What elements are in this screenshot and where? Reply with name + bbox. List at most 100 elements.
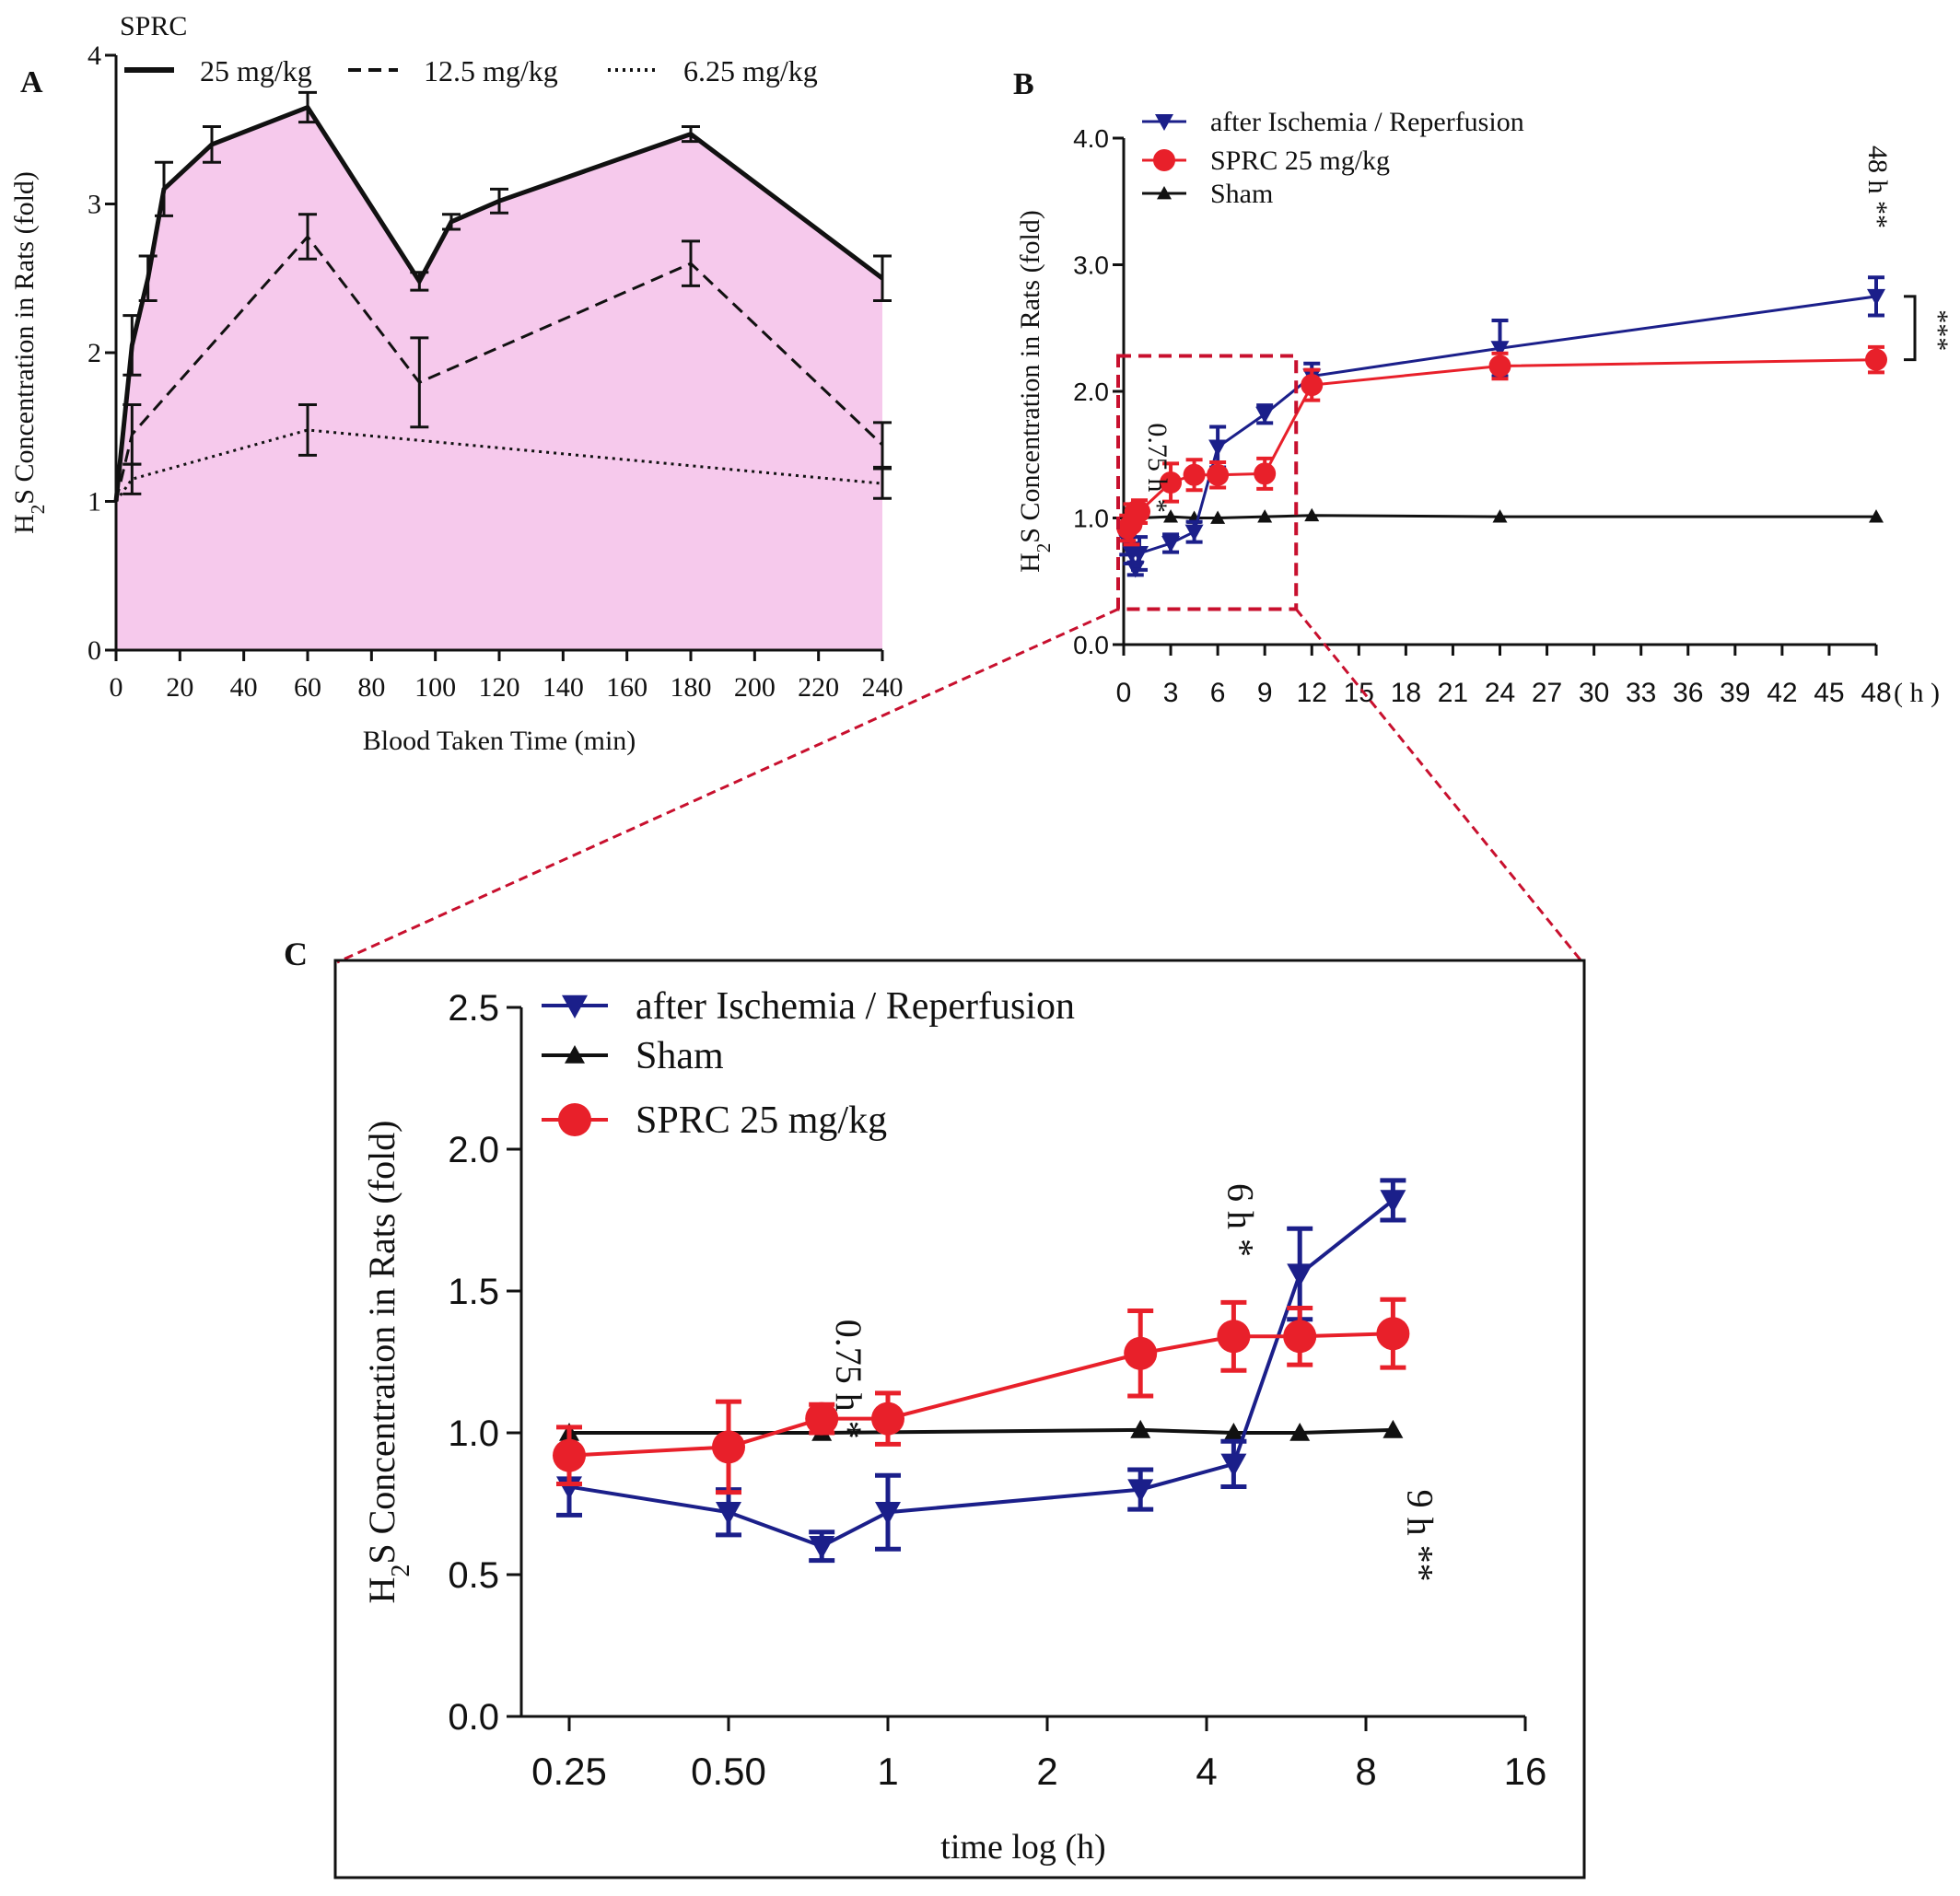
series-line-12-5-mg-kg <box>114 234 884 502</box>
x-tick-label-b: 42 <box>1767 678 1797 708</box>
data-point <box>1865 348 1887 371</box>
data-point <box>1220 1453 1247 1477</box>
data-point <box>1208 439 1228 457</box>
data-point <box>871 1402 904 1436</box>
data-point <box>1161 536 1181 553</box>
x-tick-label-a: 100 <box>414 672 456 703</box>
x-unit-label-b: ( h ) <box>1894 678 1940 708</box>
data-point <box>1867 288 1885 306</box>
data-point <box>1382 1419 1404 1438</box>
data-point <box>1210 510 1226 524</box>
x-tick-label-b: 27 <box>1532 678 1562 708</box>
data-point <box>1160 471 1183 494</box>
y-tick-label-b: 3.0 <box>1073 251 1109 280</box>
data-point <box>1184 524 1204 541</box>
data-point <box>1217 1320 1251 1354</box>
legend-label: Sham <box>636 1035 724 1077</box>
data-point <box>1130 1419 1151 1438</box>
x-tick-label-b: 9 <box>1257 678 1273 708</box>
data-point <box>1130 546 1149 563</box>
data-point <box>712 1430 745 1464</box>
x-tick-label-b: 39 <box>1720 678 1750 708</box>
y-tick-label-c: 0.0 <box>448 1697 499 1738</box>
y-tick-label-c: 0.5 <box>448 1555 499 1596</box>
series-line-sprc-25-mg-kg <box>568 1332 1394 1458</box>
y-tick-label-c: 1.0 <box>448 1413 499 1454</box>
x-tick-label-b: 21 <box>1438 678 1468 708</box>
series-after-ischemia-reperfusion <box>556 1178 1406 1564</box>
data-point <box>1376 1317 1410 1351</box>
x-tick-label-b: 30 <box>1579 678 1609 708</box>
y-tick-label-b: 2.0 <box>1073 378 1109 406</box>
data-point <box>875 1502 901 1526</box>
legend-label: after Ischemia / Reperfusion <box>636 985 1075 1028</box>
legend-marker <box>558 1103 591 1136</box>
x-axis-label-a: Blood Taken Time (min) <box>363 726 636 756</box>
x-tick-label-c: 8 <box>1355 1750 1376 1793</box>
x-axis-label-c: time log (h) <box>940 1828 1105 1867</box>
legend-label: 6.25 mg/kg <box>683 54 818 87</box>
legend-a: 25 mg/kg 12.5 mg/kg 6.25 mg/kg <box>124 54 818 87</box>
svg-text:H2S Concentration in Rats (fo: H2S Concentration in Rats (fold) <box>9 171 49 534</box>
panel-c-frame <box>333 959 1586 1879</box>
y-tick-label-b: 4.0 <box>1073 124 1109 153</box>
x-tick-label-c: 1 <box>877 1750 898 1793</box>
data-point <box>1380 1190 1406 1214</box>
y-tick-label-a: 2 <box>88 338 101 368</box>
data-point <box>1283 1320 1317 1354</box>
x-tick-label-a: 220 <box>798 672 839 703</box>
series-line-6-25-mg-kg <box>114 428 883 503</box>
annotation: 6 h * <box>1219 1183 1261 1257</box>
y-tick-label-a: 1 <box>88 487 101 518</box>
series-12-5-mg-kg <box>114 213 892 502</box>
legend-marker <box>1153 149 1175 171</box>
y-tick-label-c: 1.5 <box>448 1272 499 1312</box>
x-tick-label-c: 4 <box>1196 1750 1217 1793</box>
legend-b: after Ischemia / Reperfusion SPRC 25 mg/k… <box>1142 107 1524 209</box>
series-after-ischemia-reperfusion <box>1118 275 1885 578</box>
x-tick-label-a: 80 <box>357 672 385 703</box>
x-tick-label-b: 12 <box>1297 678 1327 708</box>
data-point <box>1254 462 1277 485</box>
x-tick-label-a: 200 <box>734 672 776 703</box>
legend-marker <box>565 1045 585 1064</box>
y-axis-label-c: H2S Concentration in Rats (fold) <box>361 1120 415 1603</box>
x-tick-label-b: 0 <box>1116 678 1132 708</box>
data-point <box>553 1438 586 1472</box>
x-tick-label-b: 45 <box>1814 678 1844 708</box>
x-tick-label-a: 180 <box>671 672 712 703</box>
series-sham <box>559 1419 1404 1441</box>
svg-text:H2S Concentration in Rats (fol: H2S Concentration in Rats (fold) <box>1015 210 1055 573</box>
series-6-25-mg-kg <box>114 403 892 503</box>
legend-label: SPRC 25 mg/kg <box>636 1099 887 1142</box>
y-tick-label-b: 1.0 <box>1073 505 1109 533</box>
x-tick-label-a: 0 <box>110 672 123 703</box>
y-tick-label-b: 0.0 <box>1073 631 1109 659</box>
annotation: 0.75 h * <box>828 1320 869 1439</box>
x-tick-label-b: 6 <box>1210 678 1226 708</box>
x-tick-label-a: 120 <box>479 672 520 703</box>
data-point <box>1207 463 1230 486</box>
data-point <box>1869 509 1884 523</box>
data-point <box>1304 507 1320 522</box>
x-tick-label-b: 48 <box>1861 678 1891 708</box>
x-tick-label-c: 16 <box>1504 1750 1547 1793</box>
data-point <box>1301 374 1324 397</box>
x-tick-label-b: 33 <box>1626 678 1656 708</box>
chart-panel-b: B 0 3 6 9 12 15 18 21 24 27 30 33 36 39 42 45 48( h )0.0… <box>1013 67 1954 708</box>
y-axis-label-b: H2S Concentration in Rats (fold) <box>1015 210 1055 573</box>
legend-c: after Ischemia / Reperfusion Sham SPRC 25 … <box>542 985 1075 1142</box>
data-point <box>1163 509 1179 523</box>
x-tick-label-a: 60 <box>294 672 321 703</box>
data-point <box>1128 500 1151 523</box>
zoom-box <box>1116 354 1299 611</box>
series-sprc-25-mg-kg <box>1116 344 1887 547</box>
series-sprc-25-mg-kg <box>553 1297 1410 1495</box>
annotation: 9 h ** <box>1399 1490 1441 1582</box>
annotation: 0.75 h * <box>1142 423 1172 513</box>
data-point <box>716 1502 741 1526</box>
x-tick-label-a: 160 <box>606 672 648 703</box>
series-line-sprc-25-mg-kg <box>1126 358 1877 529</box>
series-25-mg-kg <box>113 90 892 502</box>
x-tick-label-a: 140 <box>542 672 584 703</box>
